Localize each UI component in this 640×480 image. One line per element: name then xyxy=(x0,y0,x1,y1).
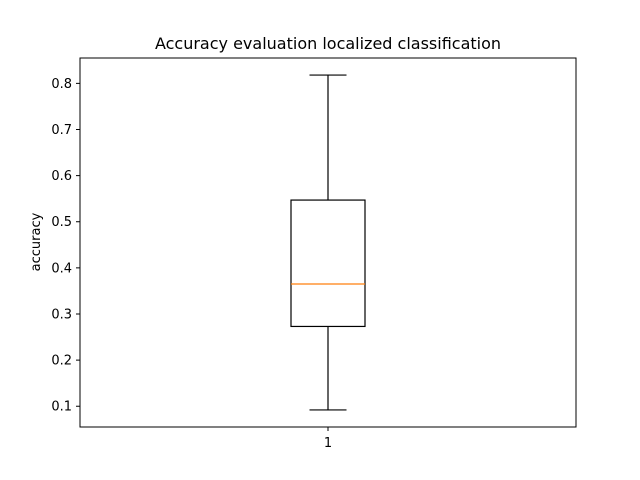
plot-area: 0.1 0.2 0.3 0.4 0.5 0.6 0.7 0.8 1 xyxy=(51,74,366,451)
y-tick-label: 0.3 xyxy=(51,307,72,322)
y-tick-label: 0.8 xyxy=(51,77,72,92)
y-tick-label: 0.2 xyxy=(51,354,72,369)
box-iqr xyxy=(290,199,366,328)
y-tick-label: 0.4 xyxy=(51,261,72,276)
y-tick-label: 0.5 xyxy=(51,215,72,230)
plot-frame xyxy=(79,57,577,428)
y-tick-label: 0.1 xyxy=(51,400,72,415)
x-tick-label: 1 xyxy=(324,436,332,451)
chart-title: Accuracy evaluation localized classifica… xyxy=(155,34,501,53)
y-axis-label: accuracy xyxy=(29,212,44,271)
y-tick-label: 0.6 xyxy=(51,169,72,184)
y-tick-label: 0.7 xyxy=(51,123,72,138)
